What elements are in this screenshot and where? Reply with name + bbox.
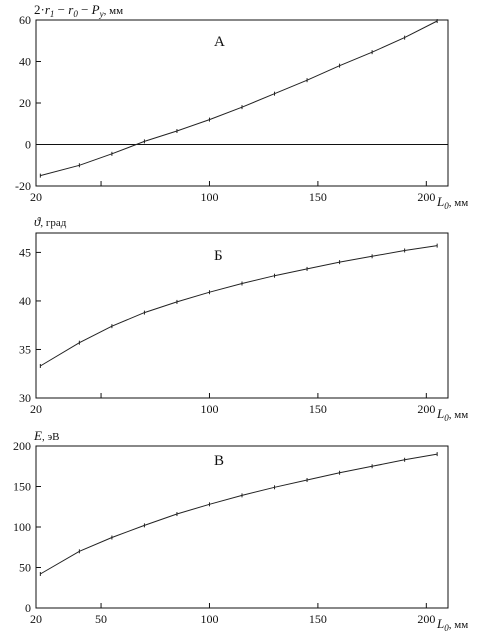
panel-c-x-label-main: L <box>436 616 444 631</box>
panel-c-x-tick-label: 200 <box>417 612 435 626</box>
panel-b-y-tick-label: 35 <box>19 342 31 356</box>
panel-b-y-label-main: ϑ <box>34 214 41 229</box>
panel-c-y-tick-label: 0 <box>25 601 31 615</box>
panel-a-y-label-op2: − <box>78 2 92 17</box>
panel-c-x-tick-label: 50 <box>95 612 107 626</box>
panel-a-x-tick-label: 20 <box>30 190 42 204</box>
panel-a-x-label-sub: 0 <box>444 201 449 211</box>
panel-a-y-tick-label: 0 <box>25 138 31 152</box>
panel-b-y-label-unit: , град <box>40 217 66 229</box>
panel-b-label: Б <box>214 248 223 264</box>
panel-a-marks <box>36 19 448 178</box>
panel-c-y-tick-label: 50 <box>19 561 31 575</box>
panel-a-x-label-unit: , мм <box>449 197 468 209</box>
panel-a-x-label: L0, мм <box>436 194 468 211</box>
panel-c-y-tick-label: 200 <box>13 439 31 453</box>
panel-c-marks <box>39 452 438 576</box>
panel-a-series-line <box>40 20 438 177</box>
panel-c-y-label-unit: , эВ <box>42 431 60 443</box>
panel-a-x-label-main: L <box>436 194 444 209</box>
panel-a-y-label-sub3: y <box>99 9 104 19</box>
panel-c-frame <box>35 445 449 609</box>
panel-c-y-tick-label: 100 <box>13 520 31 534</box>
panel-b-x-tick-label: 100 <box>200 402 218 416</box>
panel-c-label: В <box>214 453 224 469</box>
panel-c-y-tick-label: 150 <box>13 480 31 494</box>
panel-b-y-tick-label: 30 <box>19 391 31 405</box>
panel-a-y-label-op1: − <box>54 2 68 17</box>
panel-b-marks <box>39 243 438 368</box>
panel-a-y-label-sub2: 0 <box>73 9 78 19</box>
panel-a-grid: 20 100 150 200 -20 0 20 40 60 <box>15 13 435 204</box>
panel-a-y-tick-label: 60 <box>19 13 31 27</box>
panel-c-series-line <box>40 453 438 575</box>
panel-b: 20 100 150 200 30 35 40 45 Б ϑ, град L0, мм <box>19 214 468 423</box>
panel-a-frame <box>35 19 449 187</box>
panel-a-y-label-var1: r <box>45 2 51 17</box>
panel-a-y-label-unit: , мм <box>104 5 123 17</box>
panel-c-x-label-sub: 0 <box>444 623 449 633</box>
panel-a-y-label-pre: 2· <box>34 2 45 17</box>
panel-b-x-label-unit: , мм <box>449 409 468 421</box>
panel-c-x-tick-label: 150 <box>309 612 327 626</box>
panel-b-x-tick-label: 150 <box>309 402 327 416</box>
panel-a-y-label-var2: r <box>68 2 74 17</box>
panel-a-y-label-var3: P <box>91 2 100 17</box>
panel-b-y-tick-label: 40 <box>19 294 31 308</box>
panel-c-x-label: L0, мм <box>436 616 468 633</box>
panel-c-x-tick-label: 20 <box>30 612 42 626</box>
panel-b-y-label: ϑ, град <box>34 214 67 229</box>
panel-a-x-tick-label: 200 <box>417 190 435 204</box>
panel-a-x-tick-label: 150 <box>309 190 327 204</box>
panel-c-x-label-unit: , мм <box>449 619 468 631</box>
panel-b-x-label: L0, мм <box>436 406 468 423</box>
panel-a-y-tick-label: 40 <box>19 55 31 69</box>
panel-c-x-tick-label: 100 <box>200 612 218 626</box>
panel-b-frame <box>35 232 449 399</box>
panel-a-label: А <box>214 34 225 50</box>
panel-a-x-tick-label: 100 <box>200 190 218 204</box>
panel-b-grid: 20 100 150 200 30 35 40 45 <box>19 245 435 416</box>
panel-b-y-tick-label: 45 <box>19 245 31 259</box>
panel-b-series-line <box>40 245 438 367</box>
panel-b-x-label-sub: 0 <box>444 413 449 423</box>
panel-a-y-label: 2·r1 − r0 − Py, мм <box>34 2 123 19</box>
panel-a-y-tick-label: -20 <box>15 179 31 193</box>
panel-c-y-label: E, эВ <box>33 428 60 443</box>
panel-a-y-label-sub1: 1 <box>50 9 55 19</box>
panel-b-x-tick-label: 20 <box>30 402 42 416</box>
panel-a-y-tick-label: 20 <box>19 96 31 110</box>
panel-b-x-label-main: L <box>436 406 444 421</box>
panel-c-grid: 20 50 100 150 200 0 50 100 150 200 <box>13 439 435 626</box>
panel-c-y-label-main: E <box>33 428 42 443</box>
panel-b-x-tick-label: 200 <box>417 402 435 416</box>
